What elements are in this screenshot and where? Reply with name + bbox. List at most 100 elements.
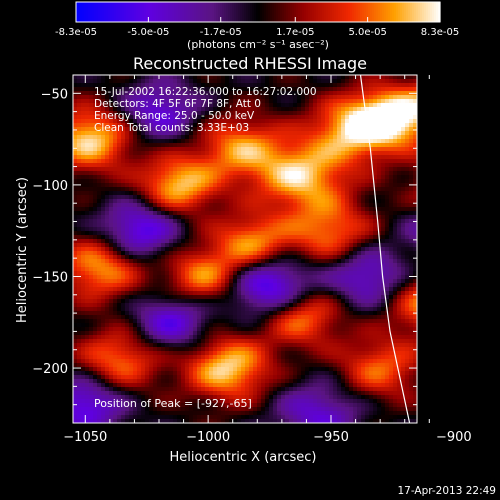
- heatmap-cell: [209, 207, 214, 212]
- heatmap-cell: [181, 79, 186, 84]
- heatmap-cell: [113, 383, 118, 388]
- heatmap-cell: [89, 175, 94, 180]
- heatmap-cell: [237, 219, 242, 224]
- heatmap-cell: [285, 119, 290, 124]
- heatmap-cell: [97, 87, 102, 92]
- heatmap-cell: [133, 211, 138, 216]
- heatmap-cell: [285, 243, 290, 248]
- heatmap-cell: [93, 307, 98, 312]
- heatmap-cell: [85, 303, 90, 308]
- heatmap-cell: [149, 195, 154, 200]
- heatmap-cell: [277, 299, 282, 304]
- heatmap-cell: [93, 107, 98, 112]
- heatmap-cell: [257, 295, 262, 300]
- heatmap-cell: [237, 319, 242, 324]
- heatmap-cell: [237, 255, 242, 260]
- heatmap-cell: [101, 279, 106, 284]
- heatmap-cell: [217, 151, 222, 156]
- heatmap-cell: [249, 391, 254, 396]
- heatmap-cell: [285, 291, 290, 296]
- heatmap-cell: [165, 271, 170, 276]
- heatmap-cell: [249, 255, 254, 260]
- heatmap-cell: [265, 351, 270, 356]
- heatmap-cell: [129, 259, 134, 264]
- heatmap-cell: [285, 323, 290, 328]
- heatmap-cell: [101, 111, 106, 116]
- heatmap-cell: [285, 295, 290, 300]
- heatmap-cell: [213, 231, 218, 236]
- colorbar-cell: [322, 2, 325, 22]
- heatmap-cell: [201, 295, 206, 300]
- heatmap-cell: [145, 215, 150, 220]
- heatmap-cell: [229, 155, 234, 160]
- heatmap-cell: [277, 191, 282, 196]
- heatmap-cell: [285, 259, 290, 264]
- heatmap-cell: [221, 203, 226, 208]
- heatmap-cell: [193, 371, 198, 376]
- heatmap-cell: [229, 179, 234, 184]
- heatmap-cell: [173, 415, 178, 420]
- heatmap-cell: [261, 279, 266, 284]
- heatmap-cell: [233, 343, 238, 348]
- heatmap-cell: [277, 79, 282, 84]
- heatmap-cell: [141, 267, 146, 272]
- heatmap-cell: [177, 375, 182, 380]
- colorbar-cell: [282, 2, 285, 22]
- heatmap-cell: [253, 135, 258, 140]
- heatmap-cell: [261, 83, 266, 88]
- heatmap-cell: [169, 127, 174, 132]
- colorbar-cell: [428, 2, 431, 22]
- heatmap-cell: [89, 75, 94, 80]
- heatmap-cell: [113, 79, 118, 84]
- heatmap-cell: [257, 415, 262, 420]
- heatmap-cell: [109, 371, 114, 376]
- heatmap-cell: [117, 315, 122, 320]
- heatmap-cell: [165, 287, 170, 292]
- heatmap-cell: [189, 347, 194, 352]
- heatmap-cell: [201, 187, 206, 192]
- heatmap-cell: [105, 251, 110, 256]
- heatmap-cell: [117, 331, 122, 336]
- heatmap-cell: [273, 99, 278, 104]
- heatmap-cell: [233, 75, 238, 80]
- heatmap-cell: [233, 283, 238, 288]
- heatmap-cell: [265, 215, 270, 220]
- heatmap-cell: [277, 291, 282, 296]
- heatmap-cell: [269, 203, 274, 208]
- heatmap-cell: [209, 111, 214, 116]
- heatmap-cell: [281, 419, 286, 423]
- heatmap-cell: [281, 199, 286, 204]
- heatmap-cell: [241, 307, 246, 312]
- heatmap-cell: [213, 403, 218, 408]
- colorbar-cell: [260, 2, 263, 22]
- heatmap-cell: [241, 359, 246, 364]
- heatmap-cell: [93, 339, 98, 344]
- heatmap-cell: [105, 351, 110, 356]
- colorbar-cell: [228, 2, 231, 22]
- heatmap-cell: [165, 303, 170, 308]
- colorbar-cell: [298, 2, 301, 22]
- heatmap-cell: [177, 239, 182, 244]
- heatmap-cell: [125, 415, 130, 420]
- heatmap-cell: [157, 199, 162, 204]
- heatmap-cell: [105, 415, 110, 420]
- heatmap-cell: [129, 187, 134, 192]
- heatmap-cell: [257, 155, 262, 160]
- heatmap-cell: [165, 291, 170, 296]
- heatmap-cell: [245, 91, 250, 96]
- heatmap-cell: [153, 307, 158, 312]
- heatmap-cell: [193, 291, 198, 296]
- heatmap-cell: [137, 127, 142, 132]
- heatmap-cell: [257, 187, 262, 192]
- heatmap-cell: [149, 307, 154, 312]
- heatmap-cell: [265, 239, 270, 244]
- heatmap-cell: [73, 123, 78, 128]
- heatmap-cell: [77, 371, 82, 376]
- heatmap-cell: [257, 399, 262, 404]
- heatmap-cell: [109, 339, 114, 344]
- heatmap-cell: [257, 223, 262, 228]
- heatmap-cell: [85, 391, 90, 396]
- heatmap-cell: [265, 127, 270, 132]
- heatmap-cell: [249, 87, 254, 92]
- heatmap-cell: [77, 159, 82, 164]
